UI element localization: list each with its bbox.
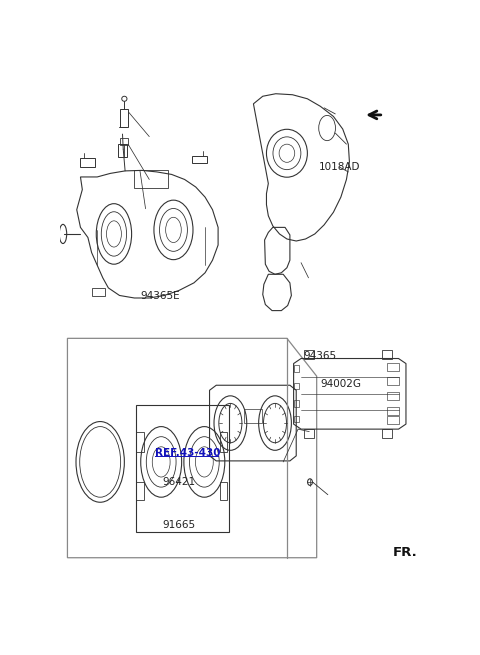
Text: FR.: FR. — [393, 546, 418, 559]
Bar — [294, 415, 299, 422]
Bar — [294, 365, 299, 371]
Text: 94002G: 94002G — [321, 379, 361, 388]
Text: 96421: 96421 — [162, 477, 195, 487]
Bar — [118, 144, 127, 157]
Text: 1018AD: 1018AD — [319, 162, 360, 172]
Bar — [136, 482, 144, 500]
Bar — [120, 138, 128, 145]
Bar — [382, 350, 392, 359]
Bar — [120, 109, 129, 126]
Bar — [304, 350, 314, 359]
Text: 94365E: 94365E — [140, 291, 180, 301]
Bar — [294, 400, 299, 407]
Bar — [386, 416, 398, 424]
Bar — [294, 383, 299, 389]
Bar — [304, 428, 314, 438]
Bar — [382, 428, 392, 438]
Text: 91665: 91665 — [162, 520, 195, 530]
Bar — [136, 432, 144, 452]
Text: 94365: 94365 — [304, 351, 337, 361]
Bar — [220, 432, 228, 452]
Bar — [386, 377, 398, 384]
Bar — [134, 170, 168, 188]
Bar — [386, 407, 398, 415]
Bar — [386, 392, 398, 400]
Bar — [386, 363, 398, 371]
Bar — [244, 409, 262, 423]
Text: REF.43-430: REF.43-430 — [155, 448, 220, 458]
Bar — [220, 482, 228, 500]
